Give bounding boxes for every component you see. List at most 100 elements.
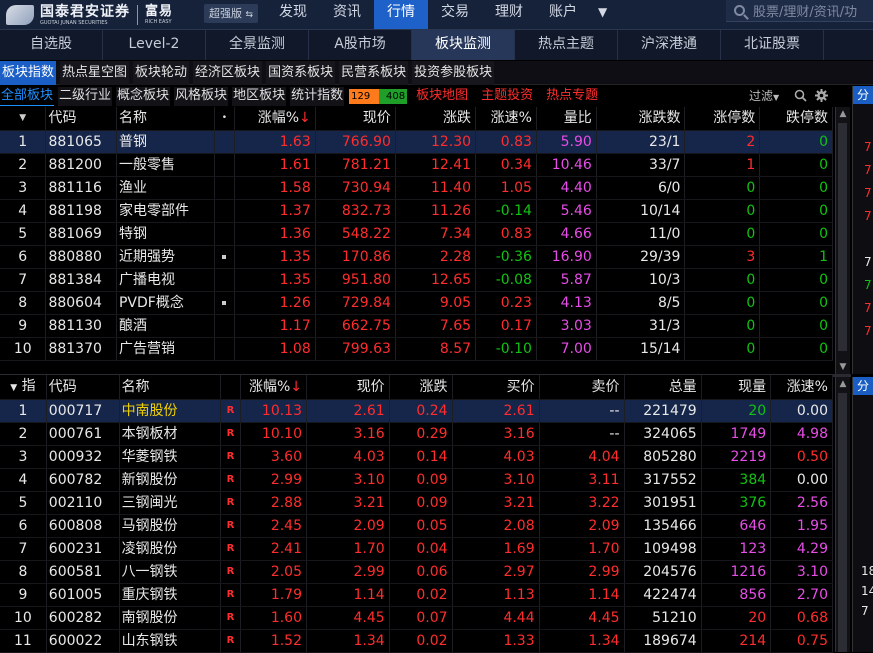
- top-nav-item[interactable]: 发现: [279, 4, 307, 20]
- col-header[interactable]: 买价: [452, 375, 540, 400]
- more-dropdown-icon[interactable]: ▼: [598, 5, 608, 19]
- filter-tab[interactable]: 统计指数: [290, 87, 345, 106]
- stock-scrollbar[interactable]: ▲: [835, 377, 850, 652]
- stock-name[interactable]: 南钢股份: [119, 606, 222, 630]
- col-header[interactable]: 量比: [536, 107, 597, 131]
- col-header[interactable]: 涨跌数: [596, 107, 686, 131]
- scroll-thumb[interactable]: [838, 393, 847, 652]
- table-row[interactable]: 5 002110 三钢闽光 R 2.88 3.21 0.09 3.21 3.22 301951 37…: [0, 491, 833, 515]
- tab-market-active[interactable]: 板块监测: [412, 30, 515, 60]
- table-row[interactable]: 1 000717 中南股份 R 10.13 2.61 0.24 2.61 -- 221479 20 0…: [0, 399, 833, 423]
- table-row[interactable]: 4 881198 家电零部件 1.37 832.73 11.26 -0.14 5.46 10/1…: [0, 199, 833, 223]
- col-header[interactable]: 涨跌: [395, 107, 477, 131]
- stock-name[interactable]: 新钢股份: [119, 468, 222, 492]
- filter-dropdown[interactable]: 过滤▼: [749, 89, 780, 103]
- search-icon[interactable]: [794, 89, 807, 102]
- subtab[interactable]: 热点星空图: [60, 61, 130, 85]
- top-nav-item[interactable]: 交易: [441, 4, 469, 20]
- filter-tab-active[interactable]: 全部板块: [0, 87, 55, 106]
- stock-name[interactable]: 重庆钢铁: [119, 583, 222, 607]
- col-header[interactable]: 名称: [119, 375, 222, 400]
- table-row[interactable]: 8 880604 PVDF概念 1.26 729.84 9.05 0.23 4.13 8/5 0 0: [0, 291, 833, 315]
- tab-market[interactable]: A股市场: [309, 30, 412, 60]
- top-nav-item[interactable]: 账户: [549, 4, 577, 20]
- tab-market[interactable]: 沪深港通: [618, 30, 721, 60]
- sector-name[interactable]: 渔业: [116, 176, 216, 200]
- search-input[interactable]: 股票/理财/资讯/功: [726, 0, 873, 22]
- scroll-thumb[interactable]: [838, 123, 847, 351]
- stock-name[interactable]: 马钢股份: [119, 514, 222, 538]
- table-row[interactable]: 4 600782 新钢股份 R 2.99 3.10 0.09 3.10 3.11 317552 38…: [0, 468, 833, 492]
- table-row[interactable]: 10 881370 广告营销 1.08 799.63 8.57 -0.10 7.00 15/14…: [0, 337, 833, 361]
- top-nav-item[interactable]: 理财: [495, 4, 523, 20]
- stock-name[interactable]: 中南股份: [119, 399, 222, 423]
- subtab[interactable]: 板块轮动: [133, 61, 190, 85]
- col-header[interactable]: 现价: [315, 107, 396, 131]
- table-row[interactable]: 7 881384 广播电视 1.35 951.80 12.65 -0.08 5.87 10/3 0…: [0, 268, 833, 292]
- scroll-up-icon[interactable]: ▲: [839, 109, 847, 119]
- table-row[interactable]: 6 880880 近期强势 1.35 170.86 2.28 -0.36 16.90 29/39…: [0, 245, 833, 269]
- col-header[interactable]: ▼ 指: [0, 375, 47, 400]
- subtab-active[interactable]: 板块指数: [0, 61, 57, 85]
- sector-name[interactable]: 普钢: [116, 130, 216, 154]
- gear-icon[interactable]: [815, 89, 828, 102]
- col-header[interactable]: 涨跌: [389, 375, 453, 400]
- top-nav-item[interactable]: 资讯: [333, 4, 361, 20]
- collapse-icon[interactable]: ▼: [10, 383, 18, 393]
- table-row[interactable]: 5 881069 特钢 1.36 548.22 7.34 0.83 4.66 11/0 0 0: [0, 222, 833, 246]
- table-row[interactable]: 9 601005 重庆钢铁 R 1.79 1.14 0.02 1.13 1.14 422474 85…: [0, 583, 833, 607]
- subtab[interactable]: 民营系板块: [339, 61, 409, 85]
- subtab[interactable]: 投资参股板块: [412, 61, 495, 85]
- col-header[interactable]: 现量: [701, 375, 772, 400]
- table-row[interactable]: 3 881116 渔业 1.58 730.94 11.40 1.05 4.40 6/0 0 0: [0, 176, 833, 200]
- table-row[interactable]: 10 600282 南钢股份 R 1.60 4.45 0.07 4.44 4.45 51210 20…: [0, 606, 833, 630]
- collapse-icon[interactable]: ▼: [0, 107, 47, 131]
- filter-tab[interactable]: 概念板块: [116, 87, 171, 106]
- subtab[interactable]: 国资系板块: [266, 61, 336, 85]
- tab-market[interactable]: 北证股票: [721, 30, 824, 60]
- edition-switch[interactable]: 超强版 ⇆: [204, 4, 259, 23]
- filter-tab[interactable]: 风格板块: [174, 87, 229, 106]
- sector-name[interactable]: 酿酒: [116, 314, 216, 338]
- stock-name[interactable]: 华菱钢铁: [119, 445, 222, 469]
- stock-name[interactable]: 凌钢股份: [119, 537, 222, 561]
- col-header[interactable]: 代码: [46, 375, 120, 400]
- sector-name[interactable]: 一般零售: [116, 153, 216, 177]
- tab-market[interactable]: 全景监测: [206, 30, 309, 60]
- scroll-up-icon[interactable]: ▲: [839, 379, 847, 389]
- col-header[interactable]: 名称: [116, 107, 216, 131]
- table-row[interactable]: 11 600022 山东钢铁 R 1.52 1.34 0.02 1.33 1.34 189674 2…: [0, 629, 833, 653]
- sector-name[interactable]: PVDF概念: [116, 291, 216, 315]
- col-header-sorted[interactable]: 涨幅%↓: [234, 107, 316, 131]
- sector-name[interactable]: 广播电视: [116, 268, 216, 292]
- sector-name[interactable]: 近期强势: [116, 245, 216, 269]
- col-header[interactable]: 跌停数: [759, 107, 833, 131]
- table-row[interactable]: 2 000761 本钢板材 R 10.10 3.16 0.29 3.16 -- 324065 174…: [0, 422, 833, 446]
- filter-tab[interactable]: 二级行业: [58, 87, 113, 106]
- link-sector-map[interactable]: 板块地图: [415, 87, 470, 106]
- sector-name[interactable]: 特钢: [116, 222, 216, 246]
- sector-scrollbar[interactable]: ▲ ▼: [835, 107, 850, 374]
- sector-name[interactable]: 广告营销: [116, 337, 216, 361]
- col-header[interactable]: 卖价: [539, 375, 625, 400]
- col-header[interactable]: 代码: [45, 107, 117, 131]
- table-row[interactable]: 7 600231 凌钢股份 R 2.41 1.70 0.04 1.69 1.70 109498 12…: [0, 537, 833, 561]
- stock-name[interactable]: 三钢闽光: [119, 491, 222, 515]
- filter-tab[interactable]: 地区板块: [232, 87, 287, 106]
- scroll-down-icon[interactable]: ▼: [839, 362, 847, 372]
- sector-name[interactable]: 家电零部件: [116, 199, 216, 223]
- col-header[interactable]: 现价: [306, 375, 390, 400]
- col-header[interactable]: 涨速%: [475, 107, 537, 131]
- table-row[interactable]: 3 000932 华菱钢铁 R 3.60 4.03 0.14 4.03 4.04 805280 22…: [0, 445, 833, 469]
- stock-name[interactable]: 山东钢铁: [119, 629, 222, 653]
- side-toggle-button[interactable]: 分: [853, 86, 873, 104]
- top-nav-item-active[interactable]: 行情: [374, 0, 428, 29]
- col-header[interactable]: 涨速%: [770, 375, 833, 400]
- tab-market[interactable]: Level-2: [103, 30, 206, 60]
- table-row[interactable]: 8 600581 八一钢铁 R 2.05 2.99 0.06 2.97 2.99 204576 12…: [0, 560, 833, 584]
- table-row[interactable]: 2 881200 一般零售 1.61 781.21 12.41 0.34 10.46 33/7 1…: [0, 153, 833, 177]
- table-row[interactable]: 1 881065 普钢 1.63 766.90 12.30 0.83 5.90 23/1 2 0: [0, 130, 833, 154]
- table-row[interactable]: 9 881130 酿酒 1.17 662.75 7.65 0.17 3.03 31/3 0 0: [0, 314, 833, 338]
- col-header[interactable]: 总量: [624, 375, 702, 400]
- stock-name[interactable]: 八一钢铁: [119, 560, 222, 584]
